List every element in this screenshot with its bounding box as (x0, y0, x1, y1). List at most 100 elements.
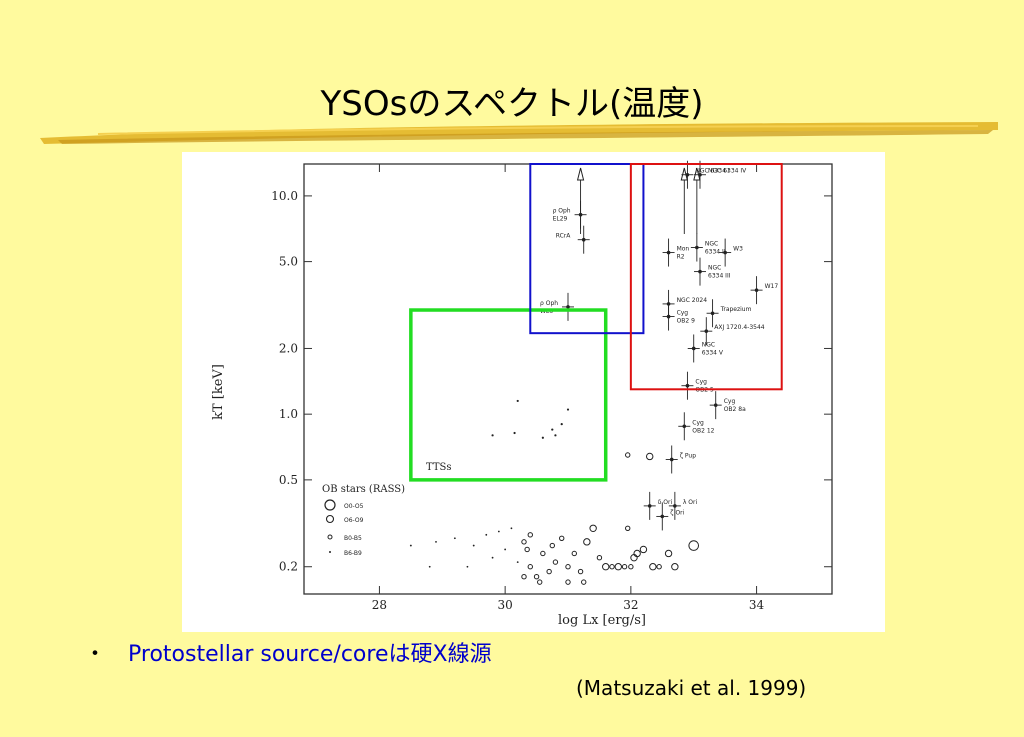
ob-star-point (497, 530, 500, 533)
source-label: δ Ori (658, 499, 673, 506)
ob-star-point (510, 527, 513, 530)
ob-star-point (609, 564, 615, 570)
bullet-text: Protostellar source/coreは硬X線源 (128, 642, 492, 667)
tts-point (554, 434, 557, 437)
ob-star-point (625, 452, 631, 458)
y-axis-label: kT [keV] (211, 364, 226, 420)
ob-star-point (491, 556, 494, 559)
source-sublabel: OB2 12 (692, 427, 714, 434)
source-label: NGC (708, 265, 721, 272)
ob-star-point (583, 538, 591, 546)
x-tick-label: 34 (749, 598, 765, 612)
ob-star-point (524, 546, 530, 553)
source-point (710, 311, 715, 316)
x-tick-label: 30 (498, 598, 513, 612)
tts-point (516, 399, 519, 403)
source-label: NGC 6334 IV (708, 168, 747, 175)
ob-star-point (625, 525, 631, 531)
decorative-brush-stroke (40, 122, 998, 144)
labeled-source: ζ Pup (665, 445, 696, 474)
ob-star-point (621, 564, 628, 570)
ob-star-point (628, 564, 634, 570)
tts-point (560, 423, 563, 426)
labeled-source: RCrA (556, 225, 590, 254)
highlight-box (629, 163, 783, 391)
source-label: ρ Oph (540, 300, 558, 307)
y-tick-label: 10.0 (271, 189, 298, 203)
y-tick-label: 5.0 (279, 255, 298, 269)
ob-star-point (671, 563, 679, 571)
tts-point (551, 428, 554, 431)
source-label: AXJ 1720.4-3544 (714, 324, 765, 331)
y-tick-label: 1.0 (279, 407, 298, 421)
source-sublabel: 6334 III (708, 273, 731, 280)
ob-star-point (466, 565, 469, 568)
ob-star-point (516, 561, 519, 564)
ob-star-point (549, 542, 555, 549)
legend-marker-b0-b5 (327, 534, 333, 540)
ob-star-point (639, 545, 648, 554)
ob-star-point (649, 563, 657, 571)
source-sublabel: R2 (677, 254, 685, 261)
ob-star-point (664, 549, 673, 558)
y-tick-label: 0.2 (279, 560, 298, 574)
ob-star-point (577, 568, 584, 575)
x-axis-label: log Lx [erg/s] (558, 613, 646, 628)
ob-star-point (596, 554, 603, 561)
ob-star-point (633, 549, 641, 558)
source-label: Mon (677, 246, 690, 253)
source-label: ζ Pup (680, 452, 696, 459)
axis-ticks: 28 30 32 34 10.0 5.0 2.0 1.0 0.5 0.2 (271, 164, 832, 612)
labeled-source: δ Ori (643, 491, 673, 520)
y-tick-label: 0.5 (279, 473, 298, 487)
plot-axes (303, 163, 833, 595)
ob-star-point (521, 574, 527, 580)
source-label: W17 (765, 283, 779, 290)
tts-point (566, 408, 570, 411)
source-point (673, 504, 677, 508)
ob-star-point (546, 568, 552, 575)
ob-star-point (571, 550, 577, 557)
source-point (682, 424, 687, 429)
ob-star-point (409, 544, 412, 547)
labeled-source: Trapezium (706, 299, 752, 328)
labeled-source: λ Ori (668, 491, 698, 520)
highlight-box (409, 308, 608, 482)
highlight-boxes (409, 163, 783, 482)
ob-star-point (646, 452, 654, 461)
source-sublabel: EL29 (553, 216, 568, 223)
ob-star-point (521, 539, 527, 545)
labeled-source: ζ Ori (656, 502, 685, 531)
ob-star-point (472, 544, 475, 547)
legend-entry-b0-b5: B0-B5 (344, 535, 362, 542)
legend-marker-o0-o5 (324, 499, 336, 511)
ob-star-point (428, 565, 431, 568)
source-label: ρ Oph (553, 208, 571, 215)
legend-marker-b6-b9 (329, 551, 331, 553)
source-sublabel: 6334 II (705, 249, 726, 256)
ob-star-point (527, 564, 533, 570)
source-label: Cyg (724, 398, 736, 405)
ob-star-point (552, 559, 559, 565)
ob-star-point (504, 548, 507, 551)
ob-star-point (581, 579, 587, 585)
ob-star-point (533, 574, 540, 580)
ob-star-point (435, 540, 437, 543)
bullet-point: ・ Protostellar source/coreは硬X線源 (84, 636, 492, 668)
source-point (695, 245, 699, 250)
legend-entry-o0-o5: O0-O5 (344, 503, 364, 510)
source-label: NGC (705, 241, 718, 248)
bullet-marker: ・ (84, 642, 107, 667)
labeled-source: W17 (750, 276, 779, 305)
source-label: Cyg (692, 419, 704, 426)
source-point (647, 504, 652, 508)
labeled-source: NGC 6334 I (681, 160, 730, 189)
ob-star-point (453, 537, 456, 540)
